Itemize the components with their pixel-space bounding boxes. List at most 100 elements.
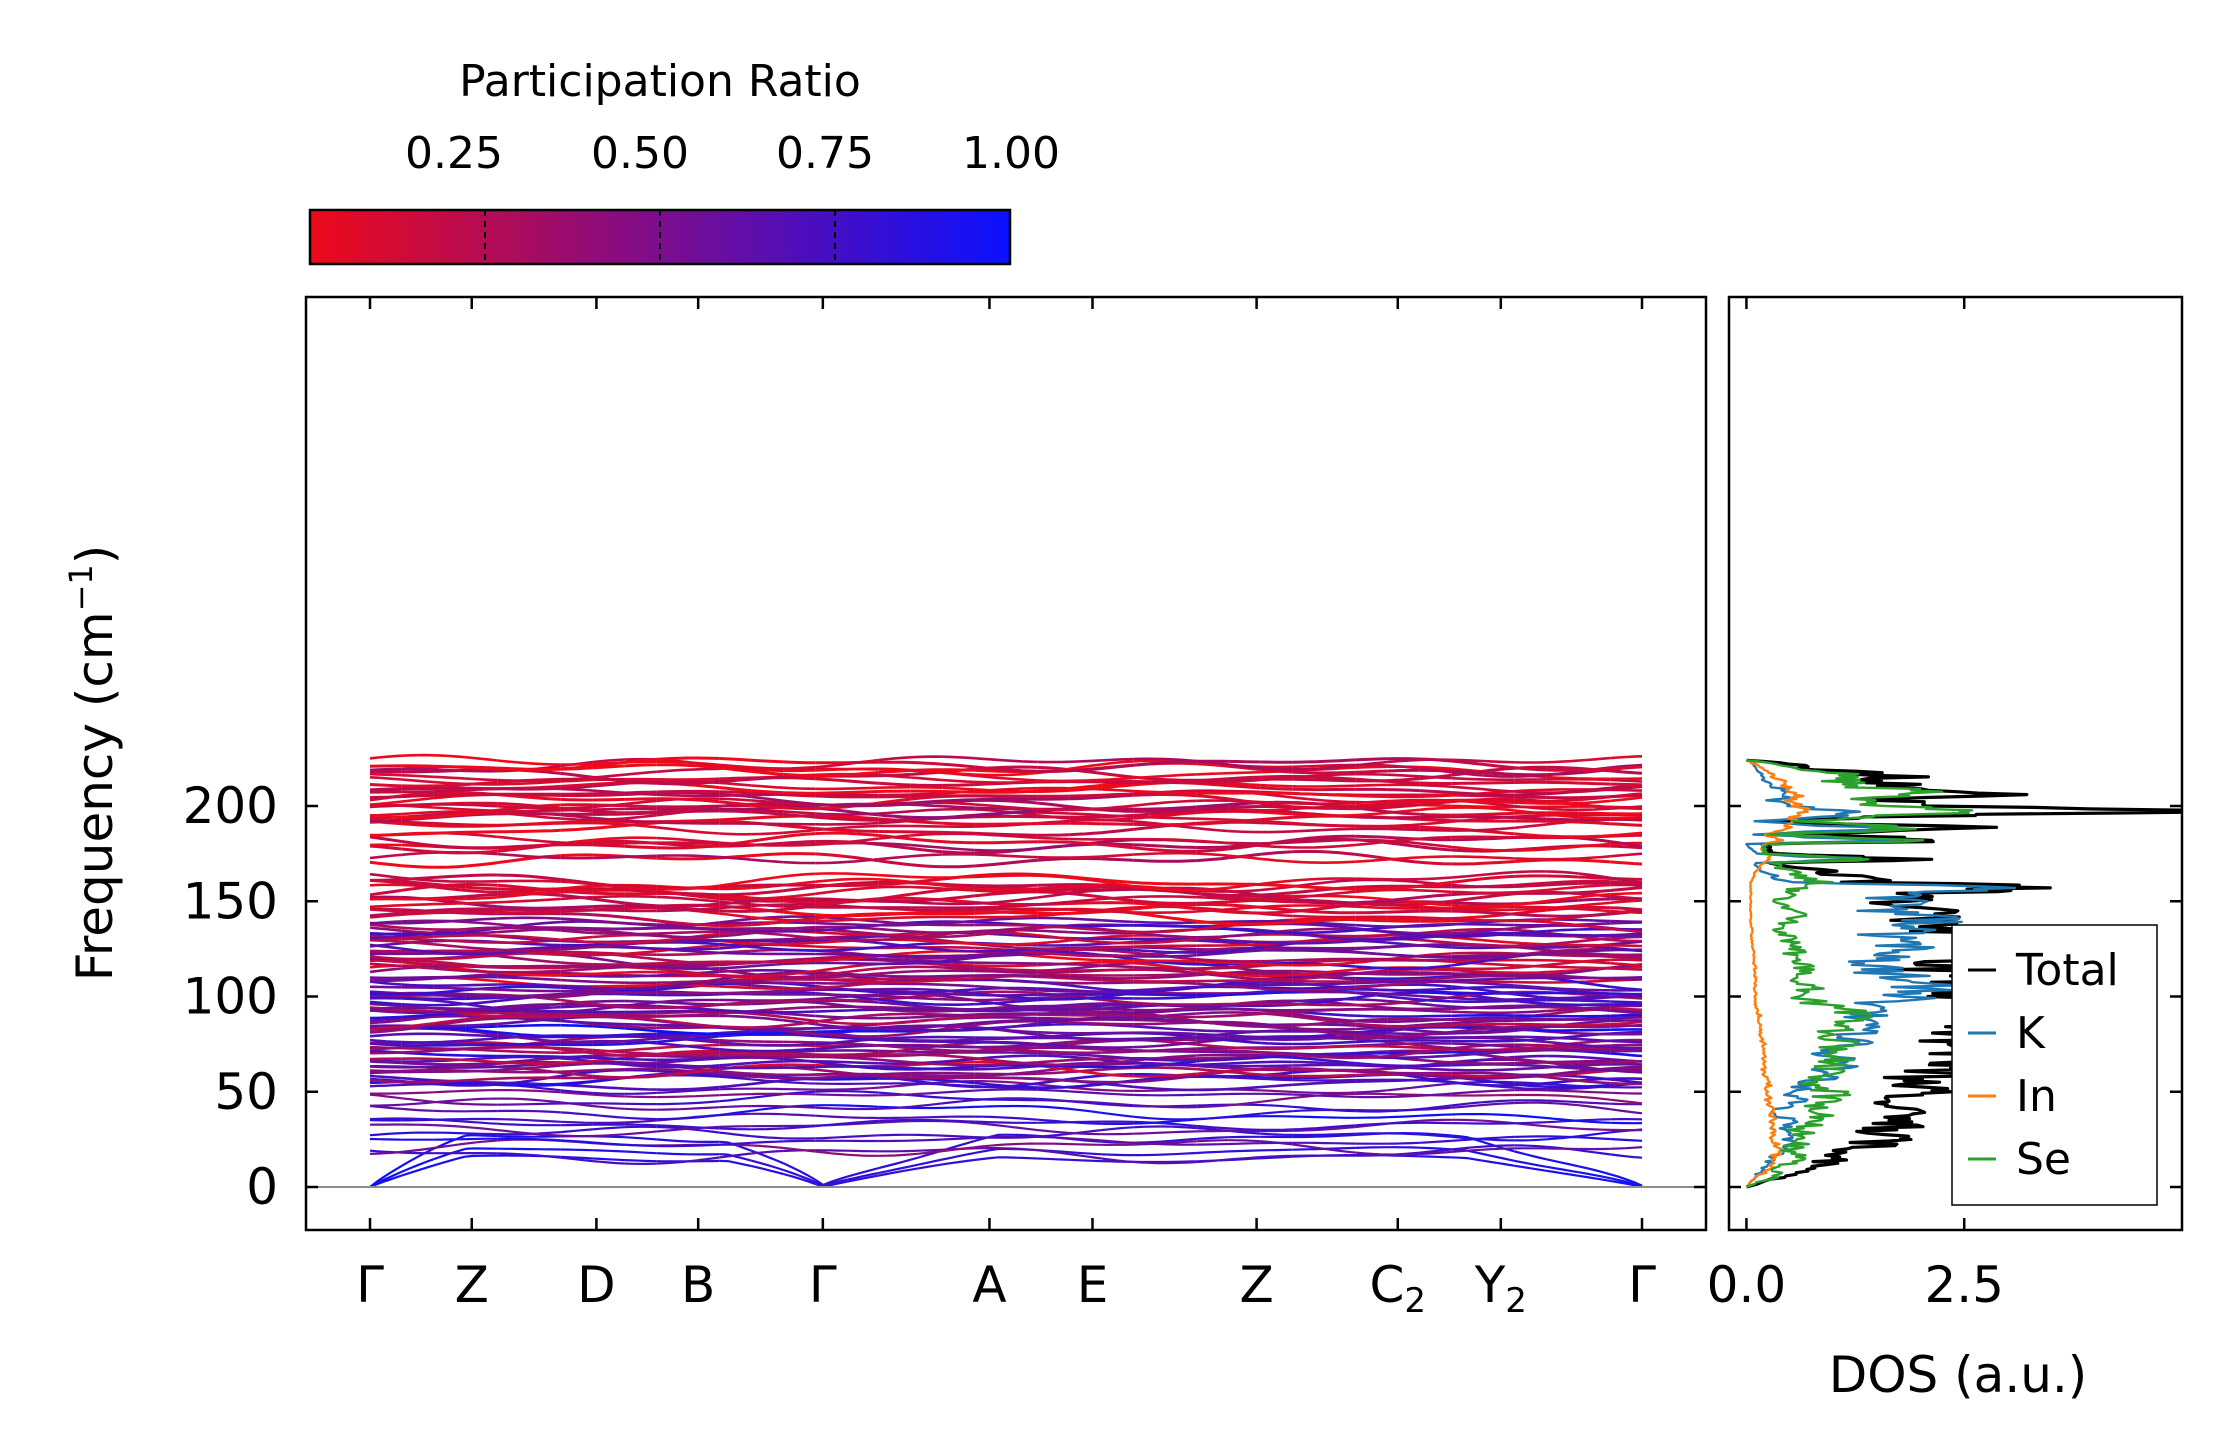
optical-band: [1101, 968, 1134, 972]
colorbar-title: Participation Ratio: [459, 56, 861, 107]
optical-band: [369, 1093, 402, 1100]
optical-band: [878, 916, 911, 920]
optical-band: [1069, 812, 1102, 817]
acoustic-branch: [1482, 1152, 1516, 1162]
optical-band: [1292, 1060, 1325, 1065]
optical-band: [369, 1017, 402, 1022]
optical-band: [1482, 1101, 1515, 1107]
optical-band: [719, 1008, 752, 1014]
optical-band: [1133, 920, 1166, 925]
optical-band: [1164, 910, 1197, 914]
optical-band: [433, 1109, 466, 1113]
optical-band: [1546, 1101, 1579, 1107]
optical-band: [465, 1037, 498, 1042]
optical-band: [974, 806, 1007, 810]
optical-band: [942, 908, 975, 912]
optical-band: [1005, 1064, 1038, 1070]
optical-band: [560, 1089, 593, 1095]
optical-band: [1037, 924, 1070, 929]
optical-band: [1387, 958, 1420, 962]
optical-band: [910, 1150, 943, 1156]
optical-band: [1037, 1031, 1070, 1035]
optical-band: [815, 1072, 848, 1076]
optical-band: [1546, 1054, 1579, 1059]
optical-band: [528, 1102, 561, 1106]
optical-band: [1451, 890, 1484, 895]
optical-band: [433, 1124, 466, 1129]
optical-band: [1514, 943, 1547, 948]
optical-band: [783, 943, 816, 948]
optical-band: [1101, 887, 1134, 892]
optical-band: [528, 874, 561, 881]
optical-band: [751, 1140, 784, 1144]
optical-band: [942, 1013, 975, 1018]
optical-band: [1196, 1043, 1229, 1049]
optical-band: [1578, 948, 1611, 953]
acoustic-branch: [624, 1150, 657, 1155]
optical-band: [1228, 1039, 1261, 1045]
optical-band: [942, 821, 975, 826]
optical-band: [560, 853, 593, 858]
optical-band: [528, 1064, 561, 1070]
optical-band: [719, 1125, 752, 1128]
optical-band: [1610, 886, 1643, 892]
optical-band: [783, 1125, 816, 1130]
optical-band: [433, 844, 466, 850]
optical-band: [370, 979, 402, 983]
optical-band: [656, 963, 689, 967]
optical-band: [1451, 934, 1484, 938]
optical-band: [1164, 1122, 1197, 1128]
optical-band: [656, 1068, 689, 1073]
optical-band: [1164, 1130, 1197, 1134]
optical-band: [1323, 860, 1356, 864]
optical-band: [1164, 1072, 1197, 1078]
optical-band: [719, 816, 752, 822]
optical-band: [1355, 1151, 1388, 1156]
optical-band: [1419, 1062, 1452, 1067]
optical-band: [560, 1080, 593, 1086]
optical-band: [1355, 965, 1388, 970]
optical-band: [1482, 932, 1515, 938]
optical-band: [1451, 1014, 1484, 1018]
acoustic-branch: [1323, 1133, 1356, 1138]
optical-band: [1578, 1006, 1611, 1012]
optical-band: [465, 1028, 498, 1034]
acoustic-branch: [942, 1158, 975, 1166]
optical-band: [910, 1073, 943, 1078]
optical-band: [656, 924, 689, 930]
optical-band: [1228, 1007, 1261, 1012]
optical-band: [878, 1016, 911, 1020]
optical-band: [401, 1003, 434, 1007]
optical-band: [815, 945, 848, 949]
optical-band: [1355, 1019, 1388, 1024]
optical-band: [528, 951, 561, 956]
optical-band: [656, 957, 689, 964]
optical-band: [1546, 1089, 1579, 1093]
optical-band: [401, 881, 434, 889]
acoustic-branch: [878, 1165, 911, 1174]
optical-band: [1514, 874, 1547, 878]
optical-band: [465, 1033, 498, 1038]
optical-band: [433, 986, 466, 990]
optical-band: [910, 1148, 943, 1153]
optical-band: [910, 1017, 943, 1024]
optical-band: [369, 1083, 402, 1088]
optical-band: [369, 1069, 402, 1073]
optical-band: [815, 974, 848, 979]
optical-band: [528, 977, 561, 982]
optical-band: [719, 942, 752, 949]
optical-band: [878, 1058, 911, 1064]
optical-band: [1196, 1019, 1229, 1027]
optical-band: [1005, 926, 1038, 933]
optical-band: [815, 1114, 848, 1119]
optical-band: [1610, 844, 1643, 850]
optical-band: [1228, 1100, 1261, 1107]
optical-band: [687, 1106, 720, 1110]
optical-band: [1451, 877, 1484, 884]
optical-band: [592, 927, 625, 931]
optical-band: [910, 1061, 943, 1066]
optical-band: [1133, 1044, 1166, 1049]
optical-band: [1037, 844, 1070, 850]
optical-band: [1133, 940, 1166, 945]
optical-band: [465, 1058, 498, 1064]
